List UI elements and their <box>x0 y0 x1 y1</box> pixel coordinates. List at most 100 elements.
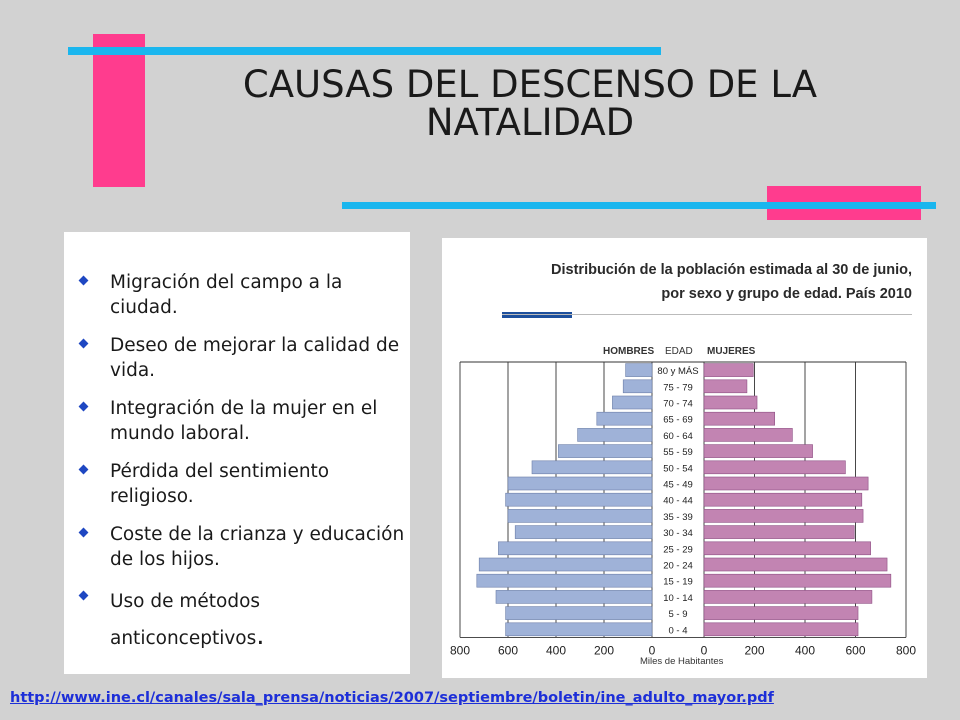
age-category-label: 80 y MÁS <box>657 366 698 377</box>
bar-mujeres <box>703 460 846 475</box>
bullet-period: . <box>256 621 265 651</box>
age-category-label: 35 - 39 <box>663 512 693 523</box>
diamond-bullet-icon <box>78 275 89 286</box>
age-category-label: 50 - 54 <box>663 463 693 474</box>
bar-mujeres <box>703 363 754 377</box>
hombres-label: HOMBRES <box>603 346 654 357</box>
bar-mujeres <box>703 590 873 604</box>
diamond-bullet-icon <box>78 401 89 412</box>
bullet-panel: Migración del campo a la ciudad. Deseo d… <box>64 232 410 674</box>
bar-hombres <box>498 541 653 556</box>
bar-mujeres <box>703 573 892 588</box>
bar-hombres <box>478 557 653 572</box>
bar-hombres <box>596 411 653 426</box>
chart-bars <box>476 363 892 637</box>
x-axis: 800 600 400 200 0 0 200 400 600 800 <box>450 636 916 657</box>
x-tick-label: 400 <box>546 643 566 657</box>
title-underline <box>502 314 912 315</box>
edad-label: EDAD <box>665 346 693 357</box>
diamond-bullet-icon <box>78 527 89 538</box>
list-item: Coste de la crianza y educación de los h… <box>64 522 410 572</box>
bar-mujeres <box>703 492 863 507</box>
bar-hombres <box>612 395 653 410</box>
x-tick-label: 200 <box>594 643 614 657</box>
chart-title-line2: por sexo y grupo de edad. País 2010 <box>661 286 912 302</box>
list-item: Deseo de mejorar la calidad de vida. <box>64 333 410 383</box>
age-category-label: 55 - 59 <box>663 447 693 458</box>
age-category-label: 20 - 24 <box>663 561 693 572</box>
bullet-list: Migración del campo a la ciudad. Deseo d… <box>64 270 410 669</box>
age-category-label: 40 - 44 <box>663 496 693 507</box>
bar-hombres <box>514 525 653 539</box>
bar-hombres <box>505 606 653 620</box>
bullet-text: Migración del campo a la ciudad. <box>110 272 343 318</box>
list-item: Integración de la mujer en el mundo labo… <box>64 396 410 446</box>
bullet-text: Coste de la crianza y educación de los h… <box>110 524 405 570</box>
slide-title: CAUSAS DEL DESCENSO DE LA NATALIDAD <box>150 66 910 142</box>
x-tick-label: 0 <box>701 643 708 657</box>
slide-title-line1: CAUSAS DEL DESCENSO DE LA <box>242 63 818 106</box>
bar-mujeres <box>703 509 864 523</box>
age-category-label: 30 - 34 <box>663 528 693 539</box>
bar-hombres <box>495 590 653 604</box>
bar-mujeres <box>703 476 869 491</box>
bar-mujeres <box>703 395 758 410</box>
bar-hombres <box>505 622 653 637</box>
bar-hombres <box>507 476 653 491</box>
bar-mujeres <box>703 622 859 637</box>
chart-panel: Distribución de la población estimada al… <box>442 238 927 678</box>
x-tick-label: 800 <box>896 643 916 657</box>
bar-mujeres <box>703 541 871 556</box>
bar-hombres <box>531 460 653 475</box>
age-category-label: 25 - 29 <box>663 544 693 555</box>
age-category-label: 0 - 4 <box>668 625 687 636</box>
list-item: Pérdida del sentimiento religioso. <box>64 459 410 509</box>
slide-title-line2: NATALIDAD <box>425 101 635 144</box>
bullet-text: Integración de la mujer en el mundo labo… <box>110 398 378 444</box>
diamond-bullet-icon <box>78 338 89 349</box>
x-tick-label: 800 <box>450 643 470 657</box>
blue-bottom-line <box>342 202 936 209</box>
diamond-bullet-icon <box>78 590 89 601</box>
x-axis-label: Miles de Habitantes <box>640 656 724 667</box>
bar-mujeres <box>703 606 859 620</box>
x-tick-label: 200 <box>744 643 764 657</box>
age-category-label: 75 - 79 <box>663 382 693 393</box>
mujeres-label: MUJERES <box>707 346 756 357</box>
age-category-label: 60 - 64 <box>663 431 693 442</box>
bar-mujeres <box>703 525 855 539</box>
bar-mujeres <box>703 379 748 394</box>
bar-hombres <box>507 509 653 523</box>
age-category-label: 65 - 69 <box>663 415 693 426</box>
list-item: Migración del campo a la ciudad. <box>64 270 410 320</box>
age-category-label: 45 - 49 <box>663 480 693 491</box>
source-link[interactable]: http://www.ine.cl/canales/sala_prensa/no… <box>10 690 774 706</box>
bullet-text: Uso de métodos anticonceptivos <box>110 591 261 649</box>
pink-vertical-bar <box>93 34 145 187</box>
age-category-label: 15 - 19 <box>663 577 693 588</box>
list-item: Uso de métodos anticonceptivos. <box>64 585 410 656</box>
bar-hombres <box>476 573 653 588</box>
bullet-text: Deseo de mejorar la calidad de vida. <box>110 335 400 381</box>
x-tick-label: 400 <box>795 643 815 657</box>
bullet-text: Pérdida del sentimiento religioso. <box>110 461 330 507</box>
x-tick-label: 0 <box>649 643 656 657</box>
age-category-label: 70 - 74 <box>663 399 693 410</box>
bar-hombres <box>505 492 653 507</box>
chart-title-line1: Distribución de la población estimada al… <box>551 262 912 278</box>
x-tick-label: 600 <box>845 643 865 657</box>
bar-mujeres <box>703 411 775 426</box>
x-tick-label: 600 <box>498 643 518 657</box>
bar-hombres <box>577 428 653 442</box>
population-pyramid-chart: Distribución de la población estimada al… <box>450 262 916 667</box>
bar-mujeres <box>703 428 793 442</box>
bar-hombres <box>558 444 653 458</box>
age-category-label: 5 - 9 <box>668 609 687 620</box>
diamond-bullet-icon <box>78 464 89 475</box>
bar-hombres <box>625 363 653 377</box>
bar-hombres <box>622 379 653 394</box>
bar-mujeres <box>703 444 813 458</box>
bar-mujeres <box>703 557 888 572</box>
age-category-label: 10 - 14 <box>663 593 693 604</box>
blue-top-line <box>68 47 661 55</box>
